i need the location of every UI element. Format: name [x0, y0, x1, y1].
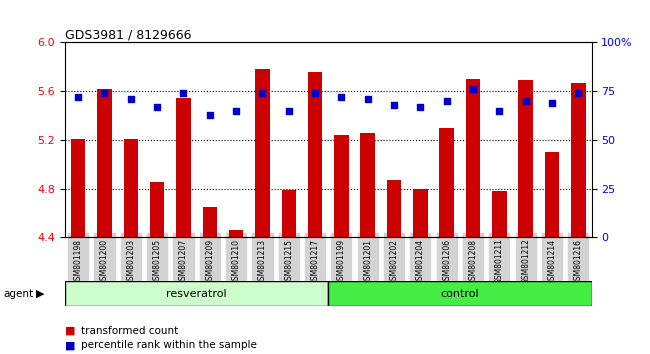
- Text: transformed count: transformed count: [81, 326, 179, 336]
- Bar: [176, 98, 190, 237]
- Point: [336, 94, 346, 100]
- Bar: [519, 80, 533, 237]
- Bar: [150, 182, 164, 237]
- Bar: [308, 72, 322, 237]
- Point: [73, 94, 83, 100]
- Bar: [492, 191, 506, 237]
- Point: [178, 90, 188, 96]
- Point: [389, 102, 399, 108]
- Text: agent: agent: [3, 289, 33, 299]
- Bar: [255, 69, 270, 237]
- Bar: [413, 189, 428, 237]
- Point: [99, 90, 110, 96]
- Point: [125, 96, 136, 102]
- Text: ▶: ▶: [36, 289, 45, 299]
- Bar: [71, 139, 85, 237]
- Bar: [334, 135, 348, 237]
- Text: ■: ■: [65, 326, 75, 336]
- Bar: [387, 180, 401, 237]
- Bar: [124, 139, 138, 237]
- Point: [310, 90, 320, 96]
- Bar: [545, 152, 559, 237]
- Point: [415, 104, 426, 109]
- Point: [152, 104, 162, 109]
- Text: resveratrol: resveratrol: [166, 289, 227, 299]
- Point: [283, 108, 294, 113]
- Bar: [229, 230, 243, 237]
- Bar: [98, 89, 112, 237]
- Bar: [328, 281, 592, 306]
- Bar: [466, 79, 480, 237]
- Text: control: control: [441, 289, 479, 299]
- Text: ■: ■: [65, 340, 75, 350]
- Point: [547, 100, 557, 105]
- Point: [468, 86, 478, 92]
- Point: [573, 90, 584, 96]
- Text: GDS3981 / 8129666: GDS3981 / 8129666: [65, 28, 192, 41]
- Point: [441, 98, 452, 104]
- Bar: [65, 281, 328, 306]
- Point: [494, 108, 504, 113]
- Point: [257, 90, 268, 96]
- Bar: [361, 132, 375, 237]
- Bar: [281, 190, 296, 237]
- Point: [205, 112, 215, 117]
- Text: percentile rank within the sample: percentile rank within the sample: [81, 340, 257, 350]
- Bar: [439, 128, 454, 237]
- Bar: [571, 82, 586, 237]
- Point: [363, 96, 373, 102]
- Bar: [203, 207, 217, 237]
- Point: [521, 98, 531, 104]
- Point: [231, 108, 241, 113]
